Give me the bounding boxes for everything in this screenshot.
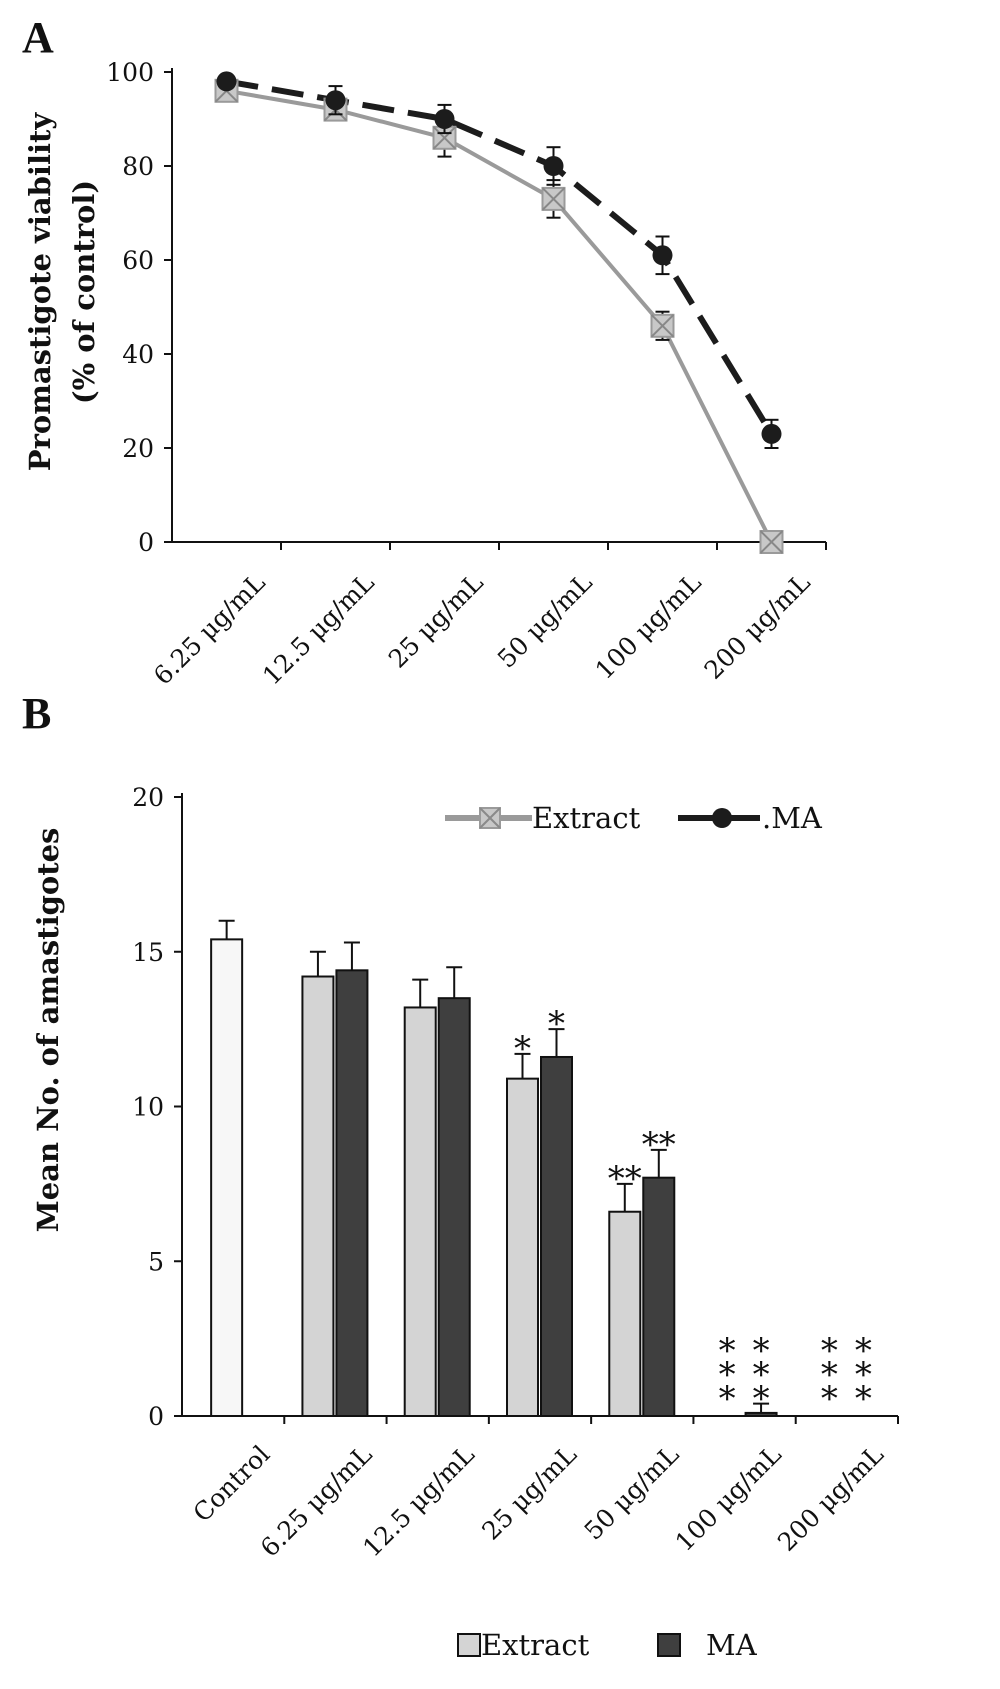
- bar-ma: [642, 1176, 676, 1418]
- panel-b-y-tick-label: 20: [132, 783, 164, 812]
- data-point-extract-cross: [759, 530, 784, 554]
- bar-extract: [506, 1077, 539, 1418]
- panel-a-y-tick-label: 60: [122, 246, 154, 275]
- significance-asterisk: **: [608, 1159, 642, 1199]
- significance-asterisk: *: [855, 1355, 872, 1395]
- significance-asterisk: *: [855, 1331, 872, 1371]
- panel-b-y-tick-label: 0: [148, 1402, 164, 1431]
- significance-asterisk: *: [719, 1355, 736, 1395]
- legend-extract-swatch: [457, 1633, 481, 1657]
- panel-a-ylabel-unit: (% of control): [67, 180, 101, 404]
- legend-ma-bar-label: MA: [706, 1628, 758, 1662]
- data-point-ma: [761, 423, 782, 444]
- data-point-extract: [759, 530, 784, 554]
- significance-asterisk: *: [514, 1029, 531, 1069]
- significance-asterisk: *: [855, 1379, 872, 1419]
- panel-a-x-tick-label: 12.5 μg/mL: [257, 568, 380, 691]
- panel-b-letter: B: [22, 689, 51, 738]
- panel-b-ylabel: Mean No. of amastigotes: [31, 828, 65, 1233]
- panel-a-x-tick-label: 25 μg/mL: [383, 568, 489, 674]
- significance-asterisk: *: [719, 1331, 736, 1371]
- panel-a-y-tick-label: 20: [122, 434, 154, 463]
- series-line-extract: [226, 88, 774, 543]
- panel-a-x-tick-label: 6.25 μg/mL: [148, 568, 271, 691]
- panel-a-y-tick-label: 40: [122, 340, 154, 369]
- data-point-ma: [434, 109, 455, 129]
- legend-extract-bar-label: Extract: [481, 1628, 590, 1662]
- data-point-extract-cross: [541, 187, 566, 211]
- significance-asterisk: *: [821, 1355, 838, 1395]
- panel-a-letter: A: [22, 13, 54, 62]
- data-point-ma: [216, 71, 237, 92]
- bar-ma: [540, 1055, 573, 1417]
- bar-control: [210, 938, 244, 1417]
- panel-a-x-tick-label: 100 μg/mL: [590, 568, 707, 685]
- series-line-_ma: [225, 78, 775, 436]
- line-legend: Extract .MA: [445, 801, 823, 835]
- data-point-extract-cross: [650, 314, 675, 338]
- significance-asterisk: **: [642, 1125, 676, 1165]
- panel-a-x-tick-label: 200 μg/mL: [699, 568, 816, 685]
- panel-a-y-tick-label: 80: [122, 152, 154, 181]
- data-point-ma: [325, 90, 346, 111]
- panel-a-plot-area: [214, 71, 784, 554]
- panel-b-x-tick-label: 12.5 μg/mL: [357, 1440, 480, 1563]
- panel-b-x-tick-label: 200 μg/mL: [772, 1440, 889, 1557]
- panel-b-x-tick-label: 50 μg/mL: [579, 1440, 685, 1546]
- panel-a-y-tick-label: 0: [138, 528, 154, 557]
- panel-b-y-tick-label: 10: [132, 1093, 164, 1122]
- panel-b-y-tick-label: 15: [132, 938, 164, 967]
- panel-b-y-tick-label: 5: [148, 1247, 164, 1276]
- panel-a-x-tick-label: 50 μg/mL: [492, 568, 598, 674]
- legend-ma-marker: [712, 808, 732, 828]
- panel-a-y-tick-label: 100: [106, 58, 154, 87]
- legend-ma-swatch: [657, 1633, 681, 1657]
- data-point-extract: [541, 186, 566, 211]
- significance-asterisk: *: [548, 1004, 565, 1044]
- bar-extract: [608, 1210, 642, 1417]
- legend-extract-marker: [479, 807, 501, 829]
- significance-asterisk: *: [821, 1379, 838, 1419]
- data-point-extract-cross: [432, 126, 457, 150]
- bar-extract: [301, 975, 335, 1417]
- bar-ma: [437, 997, 471, 1417]
- panel-b-plot-area: ******************: [210, 919, 872, 1419]
- panel-a-ylabel: Promastigote viability: [23, 112, 57, 472]
- panel-b-x-tick-label: 100 μg/mL: [670, 1440, 787, 1557]
- legend-ma-label: .MA: [762, 801, 823, 835]
- bar-extract: [403, 1006, 437, 1418]
- data-point-extract: [650, 313, 675, 338]
- legend-extract-label: Extract: [532, 801, 641, 835]
- significance-asterisk: *: [753, 1355, 770, 1395]
- significance-asterisk: *: [753, 1379, 770, 1419]
- significance-asterisk: *: [821, 1331, 838, 1371]
- significance-asterisk: *: [753, 1331, 770, 1371]
- significance-asterisk: *: [719, 1379, 736, 1419]
- panel-b-x-tick-label: 25 μg/mL: [476, 1440, 582, 1546]
- data-point-ma: [652, 245, 673, 266]
- bar-ma: [335, 969, 369, 1417]
- data-point-ma: [543, 156, 564, 176]
- bar-legend: Extract MA: [457, 1628, 758, 1662]
- panel-b-x-tick-label: Control: [187, 1440, 275, 1528]
